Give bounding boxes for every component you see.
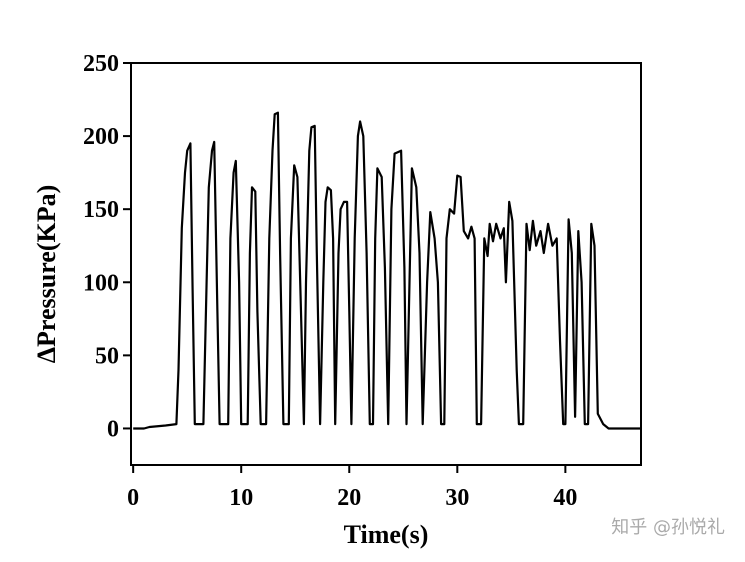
x-tick-label: 0 bbox=[127, 485, 139, 511]
line bbox=[133, 111, 641, 430]
y-tick-label: 250 bbox=[83, 51, 119, 77]
x-tick-label: 40 bbox=[553, 485, 577, 511]
y-tick-label: 150 bbox=[83, 197, 119, 223]
x-tick-label: 30 bbox=[445, 485, 469, 511]
y-tick-label: 100 bbox=[83, 270, 119, 296]
plot-frame bbox=[130, 62, 642, 466]
x-tick-label: 10 bbox=[229, 485, 253, 511]
y-tick-label: 200 bbox=[83, 124, 119, 150]
y-tick-label: 0 bbox=[107, 416, 119, 442]
x-axis-label: Time(s) bbox=[344, 520, 429, 549]
x-tick-label: 20 bbox=[337, 485, 361, 511]
y-axis-label: ΔPressure(KPa) bbox=[32, 185, 61, 364]
watermark: 知乎 @孙悦礼 bbox=[611, 517, 725, 538]
y-tick-label: 50 bbox=[95, 343, 119, 369]
